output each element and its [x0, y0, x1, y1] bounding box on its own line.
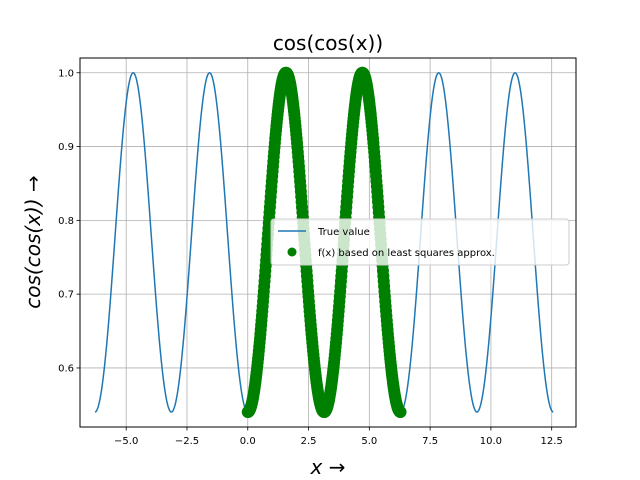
x-tick-label: 2.5: [301, 436, 317, 447]
plot-area: [94, 66, 554, 419]
y-tick-label: 0.8: [58, 216, 74, 227]
x-axis-label: x →: [310, 455, 346, 479]
y-tick-label: 0.9: [58, 142, 74, 153]
x-tick-label: 5.0: [361, 436, 377, 447]
legend-box: [270, 218, 570, 266]
approx-point: [394, 406, 407, 419]
x-tick-label: −5.0: [114, 436, 138, 447]
legend-approx-label: f(x) based on least squares approx.: [318, 248, 495, 259]
y-tick-label: 1.0: [58, 68, 74, 79]
legend: True value f(x) based on least squares a…: [270, 218, 570, 266]
x-tick-label: −2.5: [175, 436, 199, 447]
y-axis-label: cos(cos(x)) →: [21, 175, 45, 308]
y-tick-label: 0.7: [58, 290, 74, 301]
chart-title: cos(cos(x)): [273, 31, 383, 55]
legend-true-value-label: True value: [317, 227, 370, 238]
x-tick-label: 10.0: [480, 436, 502, 447]
ticks: −5.0 −2.5 0.0 2.5 5.0 7.5 10.0 12.5 0.6 0.7 0.8 0.9…: [58, 68, 563, 447]
y-tick-label: 0.6: [58, 363, 74, 374]
legend-approx-swatch: [287, 247, 297, 257]
x-tick-label: 0.0: [240, 436, 256, 447]
axes-frame: [79, 57, 577, 428]
x-tick-label: 7.5: [422, 436, 438, 447]
x-tick-label: 12.5: [541, 436, 563, 447]
